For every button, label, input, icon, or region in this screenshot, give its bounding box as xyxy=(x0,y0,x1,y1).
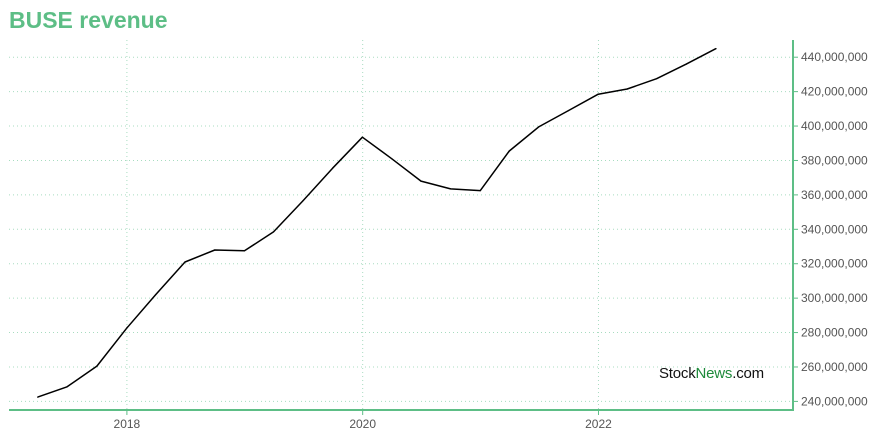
y-tick-label: 320,000,000 xyxy=(801,257,868,271)
tick-labels: 240,000,000 260,000,000 280,000,000 300,000… xyxy=(114,50,869,431)
data-point xyxy=(479,190,481,192)
data-point xyxy=(96,365,98,367)
data-point xyxy=(155,294,157,296)
y-tick-label: 260,000,000 xyxy=(801,360,868,374)
data-point xyxy=(626,88,628,90)
data-point xyxy=(420,180,422,182)
watermark-com: .com xyxy=(732,365,764,382)
data-point xyxy=(538,126,540,128)
data-point xyxy=(597,93,599,95)
data-point xyxy=(685,63,687,65)
data-point xyxy=(332,167,334,169)
y-tick-label: 240,000,000 xyxy=(801,394,868,408)
data-point xyxy=(66,386,68,388)
y-tick-label: 360,000,000 xyxy=(801,188,868,202)
y-tick-label: 340,000,000 xyxy=(801,222,868,236)
data-point xyxy=(272,231,275,233)
y-tick-label: 280,000,000 xyxy=(801,326,868,340)
y-tick-label: 380,000,000 xyxy=(801,153,868,167)
data-point xyxy=(184,261,186,263)
revenue-series-line xyxy=(37,47,717,398)
y-tick-label: 300,000,000 xyxy=(801,291,868,305)
data-point xyxy=(567,110,570,112)
watermark: StockNews.com xyxy=(659,365,764,382)
data-point xyxy=(361,136,363,138)
data-point xyxy=(214,249,216,251)
data-point xyxy=(508,150,510,152)
axes xyxy=(9,40,798,415)
x-tick-label: 2020 xyxy=(349,417,376,431)
data-point xyxy=(715,48,717,50)
data-point xyxy=(126,327,128,329)
y-tick-label: 420,000,000 xyxy=(801,85,868,99)
data-point xyxy=(656,78,658,80)
x-tick-label: 2018 xyxy=(114,417,141,431)
x-tick-label: 2022 xyxy=(585,417,612,431)
grid xyxy=(9,40,793,410)
y-tick-label: 400,000,000 xyxy=(801,119,868,133)
watermark-news: News xyxy=(695,365,733,382)
data-point xyxy=(450,188,452,190)
watermark-stock: Stock xyxy=(659,365,696,382)
series xyxy=(37,47,717,398)
data-point xyxy=(391,158,393,160)
data-point xyxy=(243,250,246,252)
chart-title: BUSE revenue xyxy=(9,7,168,33)
data-point xyxy=(37,396,39,398)
data-point xyxy=(302,200,304,202)
y-tick-label: 440,000,000 xyxy=(801,50,868,64)
